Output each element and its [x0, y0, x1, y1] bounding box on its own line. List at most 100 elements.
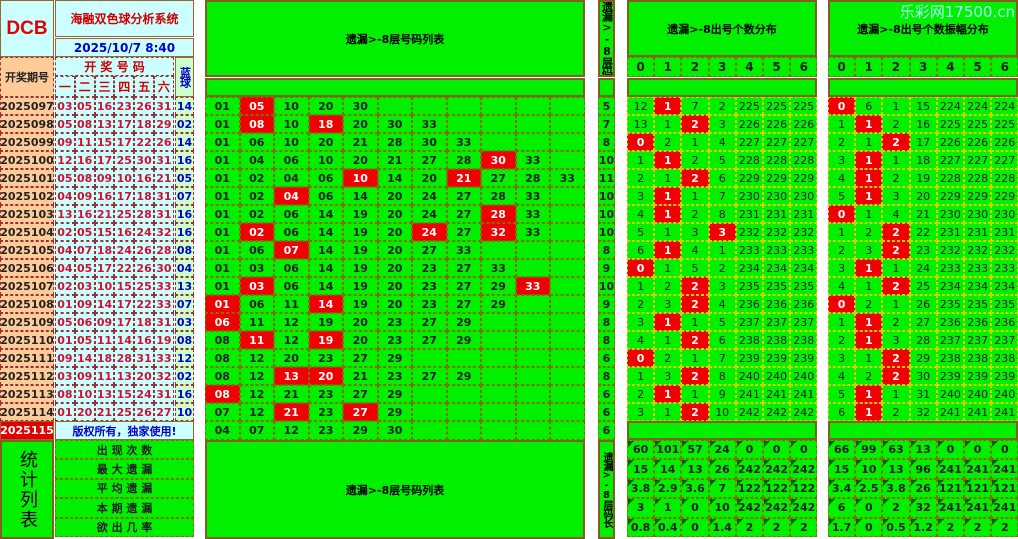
dist2-cell: 238: [936, 349, 964, 367]
dist2-cell: 4: [828, 367, 856, 385]
stats-d2-cell: 2: [882, 498, 910, 518]
dist2-cell: 2: [828, 331, 856, 349]
stats-d2-cell: 241: [964, 498, 992, 518]
layer-number: 06: [239, 241, 274, 259]
layer-number: 27: [446, 277, 481, 295]
dist1-cell: 233: [763, 241, 791, 259]
dist2-cell: 224: [991, 97, 1018, 115]
blue-ball: 16: [175, 151, 194, 169]
blue-ball: 07: [175, 187, 194, 205]
dist2-cell: 239: [964, 367, 992, 385]
dist1-cell: 227: [790, 133, 818, 151]
layer-number: 27: [446, 295, 481, 313]
red-ball: 16: [94, 187, 115, 205]
dist1-cell: 7: [708, 187, 736, 205]
dist2-cell: 228: [991, 169, 1018, 187]
empty-cell: [550, 421, 585, 440]
dist2-cell: 30: [909, 367, 937, 385]
dist1-cell: 4: [627, 205, 655, 223]
stats-d2-cell: 241: [936, 498, 964, 518]
empty-cell: [550, 205, 585, 223]
dist1-cell: 5: [708, 313, 736, 331]
red-ball: 24: [134, 223, 154, 241]
dist2-cell: 2: [882, 403, 910, 421]
layer-number: 30: [412, 133, 447, 151]
empty-cell: [412, 97, 447, 115]
layer-count: 6: [598, 421, 615, 440]
layer-number: 19: [308, 313, 343, 331]
dist1-cell: 6: [708, 169, 736, 187]
red-ball: 04: [55, 241, 75, 259]
dist2-cell: 229: [936, 187, 964, 205]
layer-number: 20: [343, 151, 378, 169]
layer-count: 8: [598, 367, 615, 385]
red-ball: 09: [55, 133, 75, 151]
stats-d1-cell: 242: [735, 459, 763, 479]
dist1-cell: 3: [681, 223, 709, 241]
layer-number: 08: [239, 115, 274, 133]
dist2-cell: 240: [964, 385, 992, 403]
dist1-cell: 1: [654, 151, 682, 169]
dist1-cell: 2: [681, 403, 709, 421]
stats-d1-cell: 2: [735, 517, 763, 537]
stats-label: 出 现 次 数: [55, 440, 194, 460]
blue-ball: 08: [175, 241, 194, 259]
layer-number: 03: [239, 259, 274, 277]
layer-number: 27: [343, 385, 378, 403]
layer-number: 23: [377, 331, 412, 349]
dist1-cell: 240: [735, 367, 763, 385]
layer-number: 14: [377, 169, 412, 187]
stats-d1-cell: 242: [790, 498, 818, 518]
dist2-digit: 1: [855, 57, 883, 77]
dist2-cell: 1: [855, 115, 883, 133]
empty-cell: [550, 259, 585, 277]
dist1-cell: 8: [708, 205, 736, 223]
red-ball: 17: [114, 133, 135, 151]
stats-d1-cell: 1: [654, 498, 682, 518]
dist1-cell: 242: [790, 403, 818, 421]
red-ball: 16: [134, 331, 154, 349]
layer-number: 12: [274, 313, 309, 331]
layer-number: 02: [239, 169, 274, 187]
dist2-cell: 21: [909, 205, 937, 223]
layer-count: 10: [598, 205, 615, 223]
red-ball: 07: [74, 241, 95, 259]
blue-ball: 16: [175, 223, 194, 241]
dist2-cell: 1: [882, 97, 910, 115]
dist2-cell: 225: [936, 115, 964, 133]
layer-number: 12: [274, 421, 309, 440]
dist1-cell: 238: [790, 331, 818, 349]
empty-cell: [550, 151, 585, 169]
dist2-cell: 2: [855, 367, 883, 385]
red-ball: 04: [55, 259, 75, 277]
red-ball: 05: [74, 223, 95, 241]
layer-number: 27: [446, 259, 481, 277]
dist2-cell: 18: [909, 151, 937, 169]
dist2-cell: 234: [991, 277, 1018, 295]
dist1-cell: 232: [763, 223, 791, 241]
red-ball: 31: [154, 97, 174, 115]
layer-number: 27: [446, 187, 481, 205]
red-ball: 25: [114, 151, 135, 169]
layer-number: 11: [274, 295, 309, 313]
stats-d1-cell: 2: [763, 517, 791, 537]
dist1-cell: 3: [654, 367, 682, 385]
dist1-cell: 235: [735, 277, 763, 295]
layer-number: 33: [412, 115, 447, 133]
layer-number: 27: [412, 151, 447, 169]
stats-d2-cell: 26: [909, 478, 937, 499]
red-ball: 31: [154, 205, 174, 223]
position-header: 三: [94, 76, 115, 97]
layer-number: 20: [308, 367, 343, 385]
dist2-cell: 32: [909, 403, 937, 421]
blue-ball: 13: [175, 277, 194, 295]
dist1-cell: 2: [681, 277, 709, 295]
stats-d2-cell: 241: [991, 498, 1018, 518]
dist2-cell: 232: [964, 241, 992, 259]
empty-cell: [446, 403, 481, 421]
empty-cell: [550, 133, 585, 151]
period-cell: 2025110: [0, 331, 54, 349]
red-ball: 18: [94, 349, 115, 367]
layer-number: 23: [412, 259, 447, 277]
red-ball: 26: [134, 403, 154, 421]
